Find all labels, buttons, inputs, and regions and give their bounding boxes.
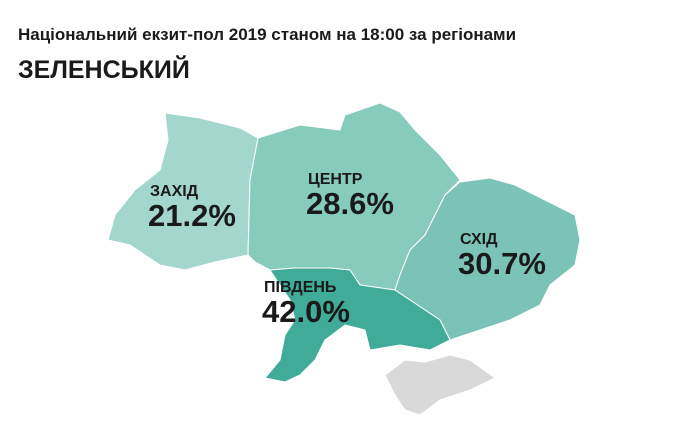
- region: [107, 112, 259, 271]
- region: [394, 177, 581, 341]
- region-name: ПІВДЕНЬ: [264, 279, 336, 296]
- value-label: 30.7%: [458, 246, 546, 281]
- region-name: СХІД: [460, 231, 498, 248]
- region-name: ЦЕНТР: [308, 171, 363, 188]
- chart-title: Національний екзит-пол 2019 станом на 18…: [18, 25, 516, 44]
- chart-subtitle: ЗЕЛЕНСЬКИЙ: [18, 54, 190, 84]
- value-label: 42.0%: [262, 294, 350, 329]
- region: [264, 267, 451, 383]
- value-label: 28.6%: [306, 186, 394, 221]
- region-name: ЗАХІД: [150, 183, 199, 200]
- value-label: 21.2%: [148, 198, 236, 233]
- crimea: [384, 354, 496, 416]
